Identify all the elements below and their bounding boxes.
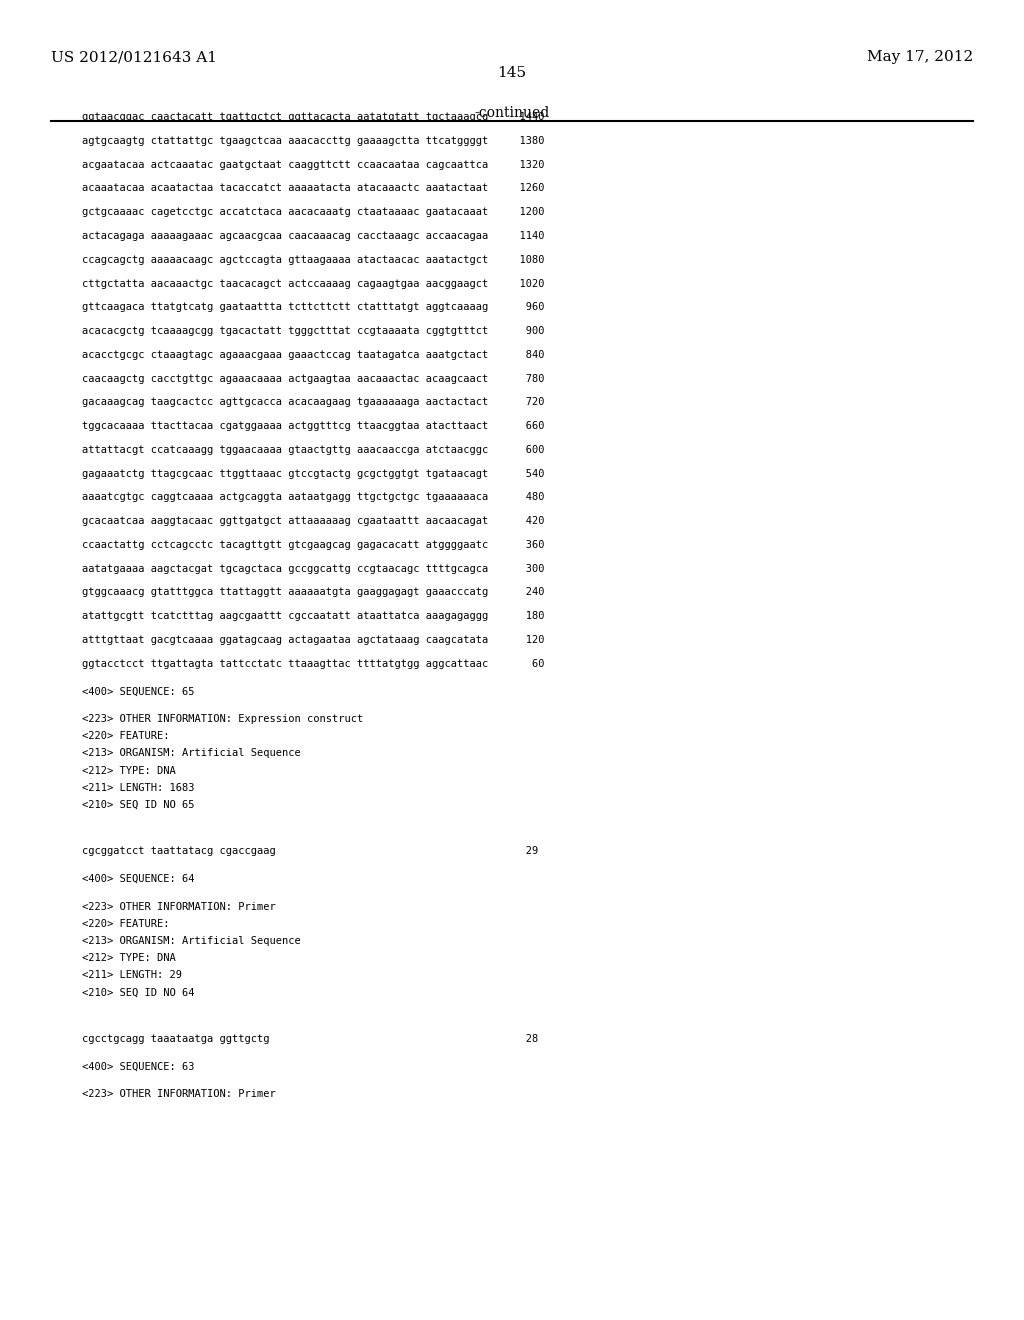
Text: <212> TYPE: DNA: <212> TYPE: DNA [82, 953, 176, 964]
Text: acaaatacaa acaatactaa tacaccatct aaaaatacta atacaaactc aaatactaat     1260: acaaatacaa acaatactaa tacaccatct aaaaata… [82, 183, 545, 194]
Text: gtggcaaacg gtatttggca ttattaggtt aaaaaatgta gaaggagagt gaaacccatg      240: gtggcaaacg gtatttggca ttattaggtt aaaaaat… [82, 587, 545, 598]
Text: gttcaagaca ttatgtcatg gaataattta tcttcttctt ctatttatgt aggtcaaaag      960: gttcaagaca ttatgtcatg gaataattta tcttctt… [82, 302, 545, 313]
Text: gagaaatctg ttagcgcaac ttggttaaac gtccgtactg gcgctggtgt tgataacagt      540: gagaaatctg ttagcgcaac ttggttaaac gtccgta… [82, 469, 545, 479]
Text: <400> SEQUENCE: 64: <400> SEQUENCE: 64 [82, 874, 195, 884]
Text: <223> OTHER INFORMATION: Primer: <223> OTHER INFORMATION: Primer [82, 902, 275, 912]
Text: cgcctgcagg taaataatga ggttgctg                                         28: cgcctgcagg taaataatga ggttgctg 28 [82, 1034, 539, 1044]
Text: -continued: -continued [474, 106, 550, 120]
Text: atattgcgtt tcatctttag aagcgaattt cgccaatatt ataattatca aaagagaggg      180: atattgcgtt tcatctttag aagcgaattt cgccaat… [82, 611, 545, 622]
Text: <400> SEQUENCE: 63: <400> SEQUENCE: 63 [82, 1061, 195, 1072]
Text: gacaaagcag taagcactcc agttgcacca acacaagaag tgaaaaaaga aactactact      720: gacaaagcag taagcactcc agttgcacca acacaag… [82, 397, 545, 408]
Text: <210> SEQ ID NO 64: <210> SEQ ID NO 64 [82, 987, 195, 998]
Text: May 17, 2012: May 17, 2012 [866, 50, 973, 65]
Text: cttgctatta aacaaactgc taacacagct actccaaaag cagaagtgaa aacggaagct     1020: cttgctatta aacaaactgc taacacagct actccaa… [82, 279, 545, 289]
Text: ccaactattg cctcagcctc tacagttgtt gtcgaagcag gagacacatt atggggaatc      360: ccaactattg cctcagcctc tacagttgtt gtcgaag… [82, 540, 545, 550]
Text: ggtacctcct ttgattagta tattcctatc ttaaagttac ttttatgtgg aggcattaac       60: ggtacctcct ttgattagta tattcctatc ttaaagt… [82, 659, 545, 669]
Text: 145: 145 [498, 66, 526, 81]
Text: acacctgcgc ctaaagtagc agaaacgaaa gaaactccag taatagatca aaatgctact      840: acacctgcgc ctaaagtagc agaaacgaaa gaaactc… [82, 350, 545, 360]
Text: gctgcaaaac cagetcctgc accatctaca aacacaaatg ctaataaaac gaatacaaat     1200: gctgcaaaac cagetcctgc accatctaca aacacaa… [82, 207, 545, 218]
Text: <212> TYPE: DNA: <212> TYPE: DNA [82, 766, 176, 776]
Text: <211> LENGTH: 29: <211> LENGTH: 29 [82, 970, 182, 981]
Text: <223> OTHER INFORMATION: Primer: <223> OTHER INFORMATION: Primer [82, 1089, 275, 1100]
Text: acgaatacaa actcaaatac gaatgctaat caaggttctt ccaacaataa cagcaattca     1320: acgaatacaa actcaaatac gaatgctaat caaggtt… [82, 160, 545, 170]
Text: ccagcagctg aaaaacaagc agctccagta gttaagaaaa atactaacac aaatactgct     1080: ccagcagctg aaaaacaagc agctccagta gttaaga… [82, 255, 545, 265]
Text: <211> LENGTH: 1683: <211> LENGTH: 1683 [82, 783, 195, 793]
Text: caacaagctg cacctgttgc agaaacaaaa actgaagtaa aacaaactac acaagcaact      780: caacaagctg cacctgttgc agaaacaaaa actgaag… [82, 374, 545, 384]
Text: <223> OTHER INFORMATION: Expression construct: <223> OTHER INFORMATION: Expression cons… [82, 714, 364, 725]
Text: agtgcaagtg ctattattgc tgaagctcaa aaacaccttg gaaaagctta ttcatggggt     1380: agtgcaagtg ctattattgc tgaagctcaa aaacacc… [82, 136, 545, 147]
Text: <220> FEATURE:: <220> FEATURE: [82, 919, 169, 929]
Text: aatatgaaaa aagctacgat tgcagctaca gccggcattg ccgtaacagc ttttgcagca      300: aatatgaaaa aagctacgat tgcagctaca gccggca… [82, 564, 545, 574]
Text: tggcacaaaa ttacttacaa cgatggaaaa actggtttcg ttaacggtaa atacttaact      660: tggcacaaaa ttacttacaa cgatggaaaa actggtt… [82, 421, 545, 432]
Text: ggtaacggac caactacatt tgattgctct ggttacacta aatatgtatt tgctaaagcg     1440: ggtaacggac caactacatt tgattgctct ggttaca… [82, 112, 545, 123]
Text: <210> SEQ ID NO 65: <210> SEQ ID NO 65 [82, 800, 195, 810]
Text: <400> SEQUENCE: 65: <400> SEQUENCE: 65 [82, 686, 195, 697]
Text: actacagaga aaaaagaaac agcaacgcaa caacaaacag cacctaaagc accaacagaa     1140: actacagaga aaaaagaaac agcaacgcaa caacaaa… [82, 231, 545, 242]
Text: <213> ORGANISM: Artificial Sequence: <213> ORGANISM: Artificial Sequence [82, 748, 301, 759]
Text: <220> FEATURE:: <220> FEATURE: [82, 731, 169, 742]
Text: <213> ORGANISM: Artificial Sequence: <213> ORGANISM: Artificial Sequence [82, 936, 301, 946]
Text: attattacgt ccatcaaagg tggaacaaaa gtaactgttg aaacaaccga atctaacggc      600: attattacgt ccatcaaagg tggaacaaaa gtaactg… [82, 445, 545, 455]
Text: acacacgctg tcaaaagcgg tgacactatt tgggctttat ccgtaaaata cggtgtttct      900: acacacgctg tcaaaagcgg tgacactatt tgggctt… [82, 326, 545, 337]
Text: aaaatcgtgc caggtcaaaa actgcaggta aataatgagg ttgctgctgc tgaaaaaaca      480: aaaatcgtgc caggtcaaaa actgcaggta aataatg… [82, 492, 545, 503]
Text: gcacaatcaa aaggtacaac ggttgatgct attaaaaaag cgaataattt aacaacagat      420: gcacaatcaa aaggtacaac ggttgatgct attaaaa… [82, 516, 545, 527]
Text: atttgttaat gacgtcaaaa ggatagcaag actagaataa agctataaag caagcatata      120: atttgttaat gacgtcaaaa ggatagcaag actagaa… [82, 635, 545, 645]
Text: US 2012/0121643 A1: US 2012/0121643 A1 [51, 50, 217, 65]
Text: cgcggatcct taattatacg cgaccgaag                                        29: cgcggatcct taattatacg cgaccgaag 29 [82, 846, 539, 857]
